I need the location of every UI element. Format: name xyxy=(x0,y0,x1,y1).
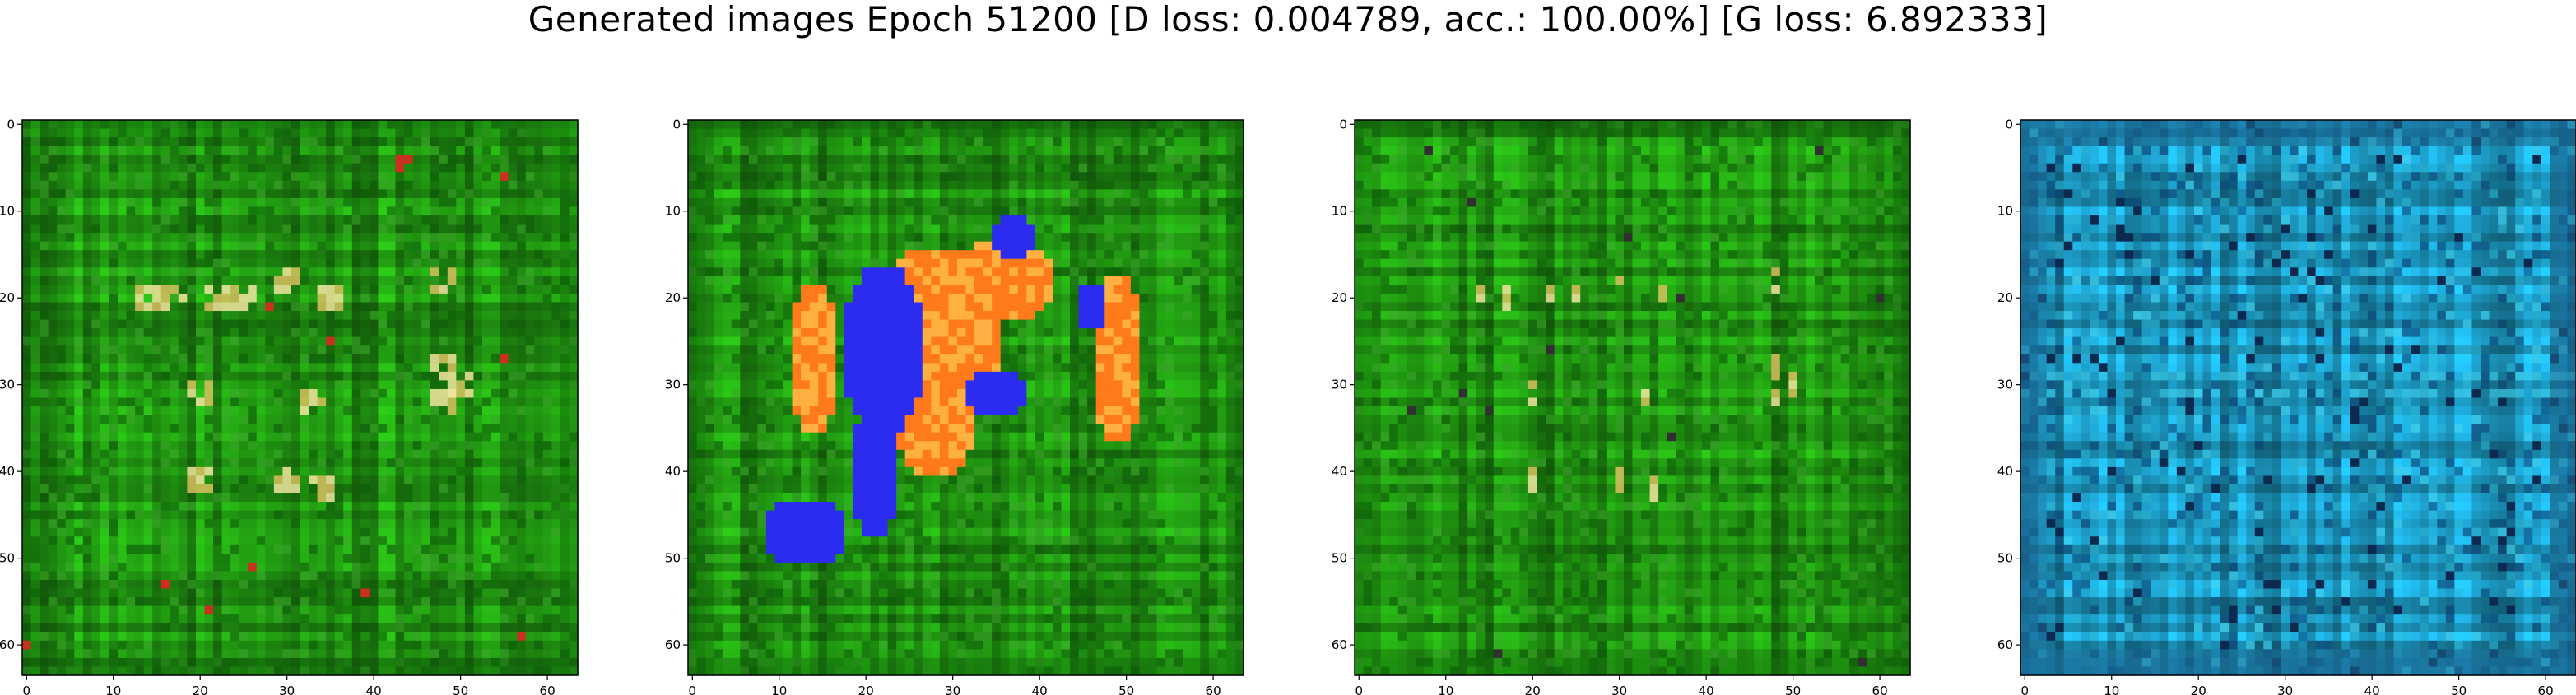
x-tick-label: 30 xyxy=(279,683,295,695)
x-tick-label: 10 xyxy=(105,683,121,695)
y-tick-label: 60 xyxy=(665,637,681,652)
x-tick-label: 60 xyxy=(1206,683,1221,695)
y-tick-label: 40 xyxy=(0,464,15,479)
y-tick-label: 30 xyxy=(1332,378,1347,392)
y-tick-label: 60 xyxy=(1997,637,2013,652)
y-tick-label: 40 xyxy=(665,464,681,479)
x-tick-label: 50 xyxy=(453,683,468,695)
y-tick-label: 30 xyxy=(665,378,681,392)
heatmap-panel-1 xyxy=(22,120,579,676)
y-tick-label: 20 xyxy=(0,290,15,305)
heatmap-panel-2 xyxy=(688,120,1244,676)
heatmap-panel-3 xyxy=(1355,120,1911,676)
x-tick-label: 60 xyxy=(1872,683,1888,695)
y-tick-label: 0 xyxy=(1339,117,1347,132)
x-tick-label: 10 xyxy=(2104,683,2119,695)
x-tick-label: 40 xyxy=(1699,683,1714,695)
x-tick-label: 40 xyxy=(366,683,382,695)
y-tick-label: 10 xyxy=(1332,204,1347,219)
y-tick-label: 10 xyxy=(665,204,681,219)
y-tick-label: 40 xyxy=(1332,464,1347,479)
y-tick-label: 50 xyxy=(1332,551,1347,566)
x-tick-label: 40 xyxy=(1032,683,1048,695)
y-tick-label: 60 xyxy=(0,637,15,652)
y-tick-label: 0 xyxy=(7,117,15,132)
y-tick-label: 50 xyxy=(0,551,15,566)
y-tick-label: 60 xyxy=(1332,637,1347,652)
x-tick-label: 30 xyxy=(2277,683,2293,695)
x-tick-label: 40 xyxy=(2364,683,2380,695)
axes-frame-2 xyxy=(687,119,1244,676)
x-tick-label: 20 xyxy=(1525,683,1541,695)
y-tick-label: 10 xyxy=(0,204,15,219)
x-tick-label: 20 xyxy=(193,683,208,695)
y-tick-label: 30 xyxy=(0,378,15,392)
x-tick-label: 10 xyxy=(1438,683,1453,695)
y-tick-label: 0 xyxy=(2005,117,2013,132)
x-tick-label: 50 xyxy=(1785,683,1801,695)
y-tick-label: 30 xyxy=(1997,378,2013,392)
x-tick-label: 20 xyxy=(2191,683,2206,695)
x-tick-label: 30 xyxy=(1611,683,1627,695)
x-tick-label: 50 xyxy=(2451,683,2467,695)
heatmap-panel-4 xyxy=(2020,120,2576,676)
y-tick-label: 0 xyxy=(672,117,681,132)
x-tick-label: 0 xyxy=(1355,683,1364,695)
y-tick-label: 20 xyxy=(1332,290,1347,305)
axes-frame-3 xyxy=(1354,119,1911,676)
x-tick-label: 0 xyxy=(23,683,31,695)
x-tick-label: 30 xyxy=(945,683,960,695)
y-tick-label: 10 xyxy=(1997,204,2013,219)
x-tick-label: 0 xyxy=(2021,683,2030,695)
axes-frame-1 xyxy=(21,119,579,676)
axes-frame-4 xyxy=(2020,119,2576,676)
x-tick-label: 10 xyxy=(771,683,787,695)
y-tick-label: 20 xyxy=(1997,290,2013,305)
x-tick-label: 0 xyxy=(689,683,697,695)
y-tick-label: 40 xyxy=(1997,464,2013,479)
figure-title: Generated images Epoch 51200 [D loss: 0.… xyxy=(528,0,2048,39)
x-tick-label: 50 xyxy=(1118,683,1134,695)
x-tick-label: 60 xyxy=(540,683,556,695)
y-tick-label: 50 xyxy=(1997,551,2013,566)
x-tick-label: 60 xyxy=(2538,683,2554,695)
y-tick-label: 20 xyxy=(665,290,681,305)
y-tick-label: 50 xyxy=(665,551,681,566)
x-tick-label: 20 xyxy=(858,683,874,695)
